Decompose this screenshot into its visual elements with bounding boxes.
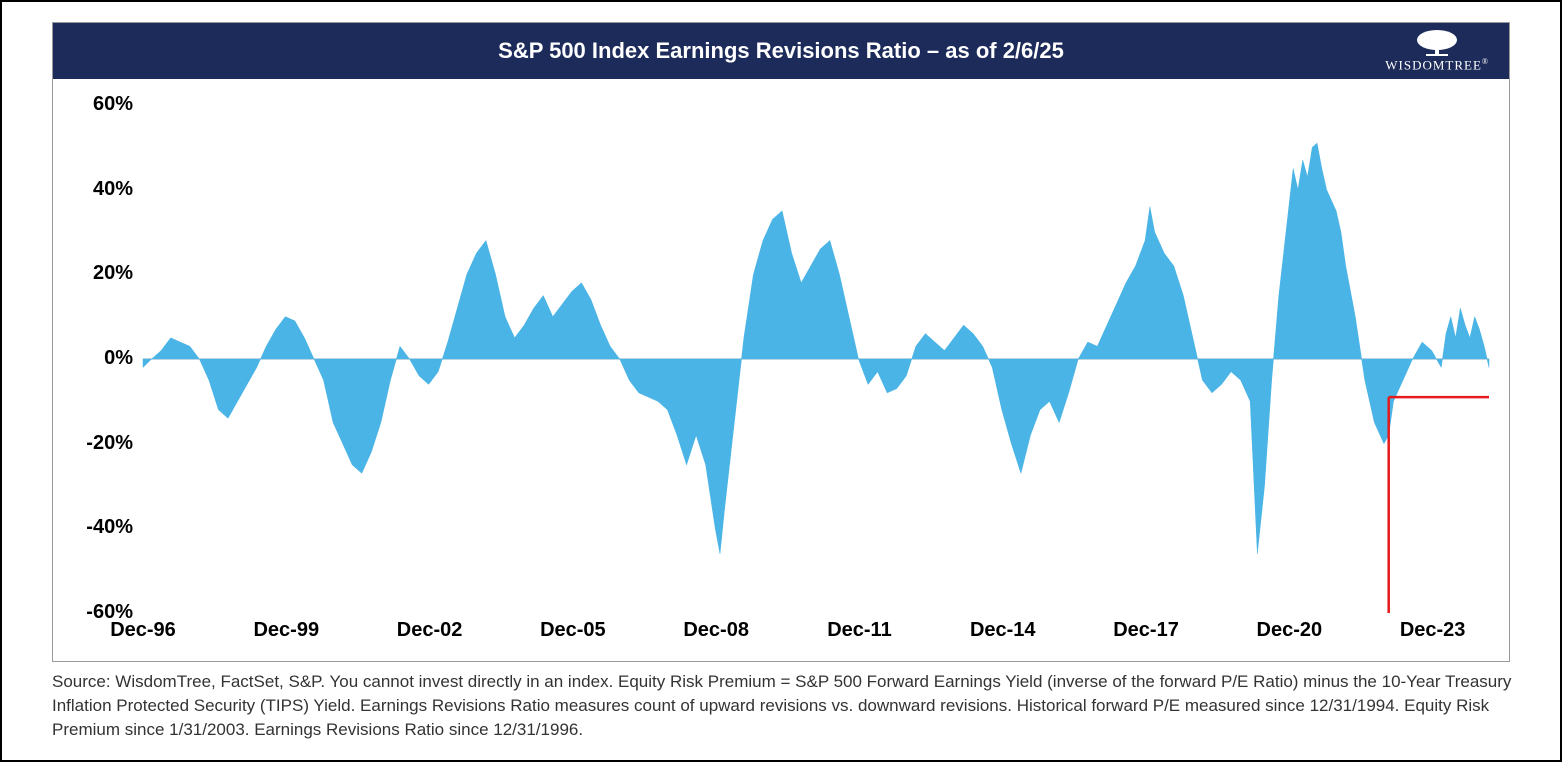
y-tick-label: -40% — [73, 516, 133, 539]
title-bar: S&P 500 Index Earnings Revisions Ratio –… — [53, 23, 1509, 79]
y-tick-label: 0% — [73, 347, 133, 370]
logo-text: WISDOMTREE® — [1385, 57, 1489, 73]
chart-title: S&P 500 Index Earnings Revisions Ratio –… — [498, 38, 1064, 64]
source-footnote: Source: WisdomTree, FactSet, S&P. You ca… — [52, 670, 1520, 741]
plot-region: -60%-40%-20%0%20%40%60%Dec-96Dec-99Dec-0… — [53, 79, 1509, 661]
area-chart — [53, 79, 1509, 661]
x-tick-label: Dec-17 — [1113, 619, 1179, 642]
y-tick-label: 60% — [73, 93, 133, 116]
x-tick-label: Dec-23 — [1400, 619, 1466, 642]
wisdomtree-logo: WISDOMTREE® — [1385, 29, 1489, 73]
x-tick-label: Dec-96 — [110, 619, 176, 642]
x-tick-label: Dec-20 — [1257, 619, 1323, 642]
x-tick-label: Dec-14 — [970, 619, 1036, 642]
x-tick-label: Dec-08 — [683, 619, 749, 642]
x-tick-label: Dec-99 — [253, 619, 319, 642]
y-tick-label: -20% — [73, 432, 133, 455]
x-tick-label: Dec-02 — [397, 619, 463, 642]
chart-frame: S&P 500 Index Earnings Revisions Ratio –… — [52, 22, 1510, 662]
x-tick-label: Dec-11 — [827, 619, 892, 642]
tree-icon — [1414, 29, 1460, 57]
x-tick-label: Dec-05 — [540, 619, 606, 642]
y-tick-label: 20% — [73, 262, 133, 285]
y-tick-label: 40% — [73, 178, 133, 201]
